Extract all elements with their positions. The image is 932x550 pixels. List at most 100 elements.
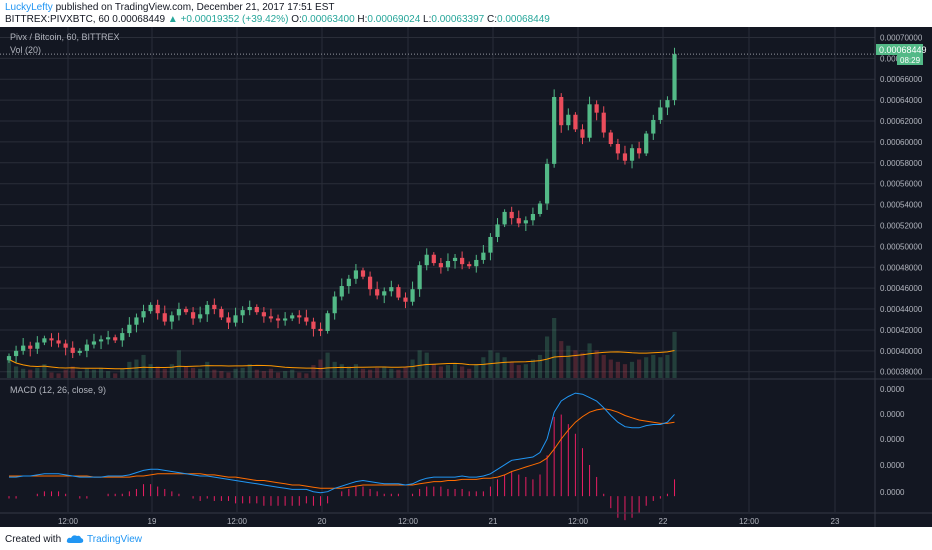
time-tick-label: 21 xyxy=(489,517,498,526)
volume-bar xyxy=(509,361,514,378)
volume-bar xyxy=(637,359,642,378)
candle-body xyxy=(268,316,274,319)
volume-bar xyxy=(233,368,238,378)
volume-bar xyxy=(403,366,408,378)
candle-body xyxy=(77,350,82,353)
volume-bar xyxy=(410,359,415,378)
volume-bar xyxy=(6,359,12,378)
volume-bar xyxy=(608,359,613,378)
price-tick-label: 0.00056000 xyxy=(880,180,923,189)
candle-body xyxy=(460,257,465,265)
price-tick-label: 0.00052000 xyxy=(880,221,923,230)
volume-bar xyxy=(70,366,75,378)
volume-bar xyxy=(587,343,592,378)
time-tick-label: 12:00 xyxy=(739,517,760,526)
candle-body xyxy=(183,309,189,313)
candle-body xyxy=(523,220,528,224)
volume-bar xyxy=(580,352,585,378)
high-label: H: xyxy=(357,14,368,25)
volume-bar xyxy=(651,354,656,378)
candle-body xyxy=(424,254,429,266)
volume-bar xyxy=(622,364,628,378)
volume-bar xyxy=(367,369,373,378)
volume-bar xyxy=(261,371,266,378)
volume-bar xyxy=(106,371,111,378)
candle-body xyxy=(127,324,132,334)
candle-body xyxy=(403,297,408,302)
candle-body xyxy=(141,311,146,318)
candle-body xyxy=(198,314,203,319)
macd-tick-label: 0.0000 xyxy=(880,461,905,470)
candle-body xyxy=(452,257,458,261)
candle-body xyxy=(651,119,656,134)
axes: 0.000700000.000680000.000660000.00064000… xyxy=(0,27,932,527)
volume-bar xyxy=(424,352,429,378)
high-value: 0.00069024 xyxy=(367,14,421,25)
volume-bar xyxy=(353,364,359,378)
candle-body xyxy=(665,100,670,108)
candle-body xyxy=(495,224,500,237)
volume-bar xyxy=(495,352,500,378)
candle-body xyxy=(212,304,217,310)
price-tick-label: 0.00066000 xyxy=(880,75,923,84)
candle-body xyxy=(63,343,68,348)
price-tick-label: 0.00040000 xyxy=(880,347,923,356)
open-label: O: xyxy=(291,14,302,25)
volume-bar xyxy=(63,369,68,378)
candle-body xyxy=(106,337,111,340)
macd-line xyxy=(9,392,675,494)
volume-bar xyxy=(304,373,309,378)
up-arrow-icon: ▲ xyxy=(167,14,178,25)
candle-body xyxy=(190,312,196,319)
volume-bar xyxy=(445,365,451,378)
volume-bar xyxy=(198,368,203,378)
price-tick-label: 0.00042000 xyxy=(880,326,923,335)
volume-bar xyxy=(28,369,33,378)
volume-bar xyxy=(481,357,486,378)
tradingview-link[interactable]: TradingView xyxy=(87,534,143,545)
candle-body xyxy=(658,107,663,120)
chart-area[interactable]: 0.000700000.000680000.000660000.00064000… xyxy=(0,27,932,527)
volume-bar xyxy=(339,364,344,378)
volume-bar xyxy=(42,364,47,378)
volume-bar xyxy=(502,357,507,378)
symbol-label: BITTREX:PIVXBTC, 60 xyxy=(5,14,110,25)
candle-body xyxy=(580,129,585,138)
volume-bar xyxy=(594,350,599,378)
candle-body xyxy=(13,350,19,357)
candle-body xyxy=(382,291,387,296)
price-tick-label: 0.00070000 xyxy=(880,33,923,42)
candle-body xyxy=(360,270,366,277)
chart-svg[interactable]: 0.000700000.000680000.000660000.00064000… xyxy=(0,27,932,527)
candle-body xyxy=(672,54,677,101)
legend-title: Pivx / Bitcoin, 60, BITTREX xyxy=(10,32,120,42)
price-tick-label: 0.00046000 xyxy=(880,284,923,293)
candle-body xyxy=(615,144,620,154)
candle-body xyxy=(481,252,486,260)
candle-body xyxy=(445,261,451,268)
low-value: 0.00063397 xyxy=(431,14,485,25)
candle-body xyxy=(304,317,309,322)
countdown-text: 08:29 xyxy=(900,56,921,65)
candles xyxy=(6,47,677,363)
candle-body xyxy=(56,340,61,344)
candle-body xyxy=(290,315,295,319)
volume-bar xyxy=(297,372,302,378)
candle-body xyxy=(608,132,613,144)
candle-body xyxy=(98,339,104,342)
price-tick-label: 0.00060000 xyxy=(880,138,923,147)
volume-bar xyxy=(240,367,245,378)
price-tick-label: 0.00048000 xyxy=(880,263,923,272)
volume-bar xyxy=(84,368,89,378)
candle-body xyxy=(70,347,75,353)
volume-bar xyxy=(155,366,160,378)
author-link[interactable]: LuckyLefty xyxy=(5,2,53,13)
candle-body xyxy=(530,213,536,221)
volume-bar xyxy=(183,366,189,378)
candle-body xyxy=(637,148,642,154)
macd-tick-label: 0.0000 xyxy=(880,410,905,419)
volume-bar xyxy=(438,366,443,378)
time-tick-label: 12:00 xyxy=(227,517,248,526)
candle-body xyxy=(509,211,514,219)
volume-bar xyxy=(325,352,330,378)
